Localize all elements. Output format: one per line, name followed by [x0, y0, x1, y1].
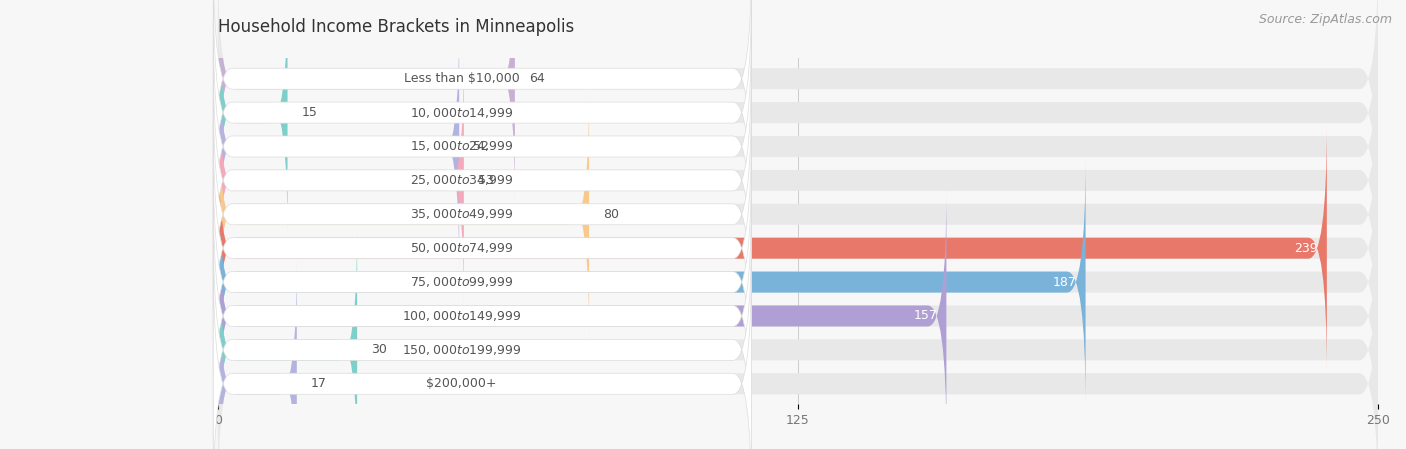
- FancyBboxPatch shape: [218, 225, 1378, 449]
- FancyBboxPatch shape: [218, 157, 1085, 407]
- Text: Less than $10,000: Less than $10,000: [404, 72, 519, 85]
- Text: Source: ZipAtlas.com: Source: ZipAtlas.com: [1258, 13, 1392, 26]
- FancyBboxPatch shape: [214, 191, 751, 441]
- FancyBboxPatch shape: [214, 123, 751, 373]
- FancyBboxPatch shape: [214, 225, 751, 449]
- Text: 15: 15: [301, 106, 318, 119]
- FancyBboxPatch shape: [214, 55, 751, 305]
- Text: 64: 64: [529, 72, 544, 85]
- FancyBboxPatch shape: [218, 0, 287, 238]
- FancyBboxPatch shape: [218, 157, 1378, 407]
- FancyBboxPatch shape: [218, 191, 946, 441]
- FancyBboxPatch shape: [218, 123, 1378, 373]
- Text: 187: 187: [1053, 276, 1077, 289]
- FancyBboxPatch shape: [218, 55, 464, 305]
- FancyBboxPatch shape: [214, 259, 751, 449]
- FancyBboxPatch shape: [218, 259, 297, 449]
- Text: $15,000 to $24,999: $15,000 to $24,999: [409, 140, 513, 154]
- FancyBboxPatch shape: [218, 225, 357, 449]
- FancyBboxPatch shape: [218, 22, 460, 272]
- Text: 239: 239: [1294, 242, 1317, 255]
- FancyBboxPatch shape: [214, 22, 751, 272]
- Text: $150,000 to $199,999: $150,000 to $199,999: [402, 343, 522, 357]
- FancyBboxPatch shape: [218, 123, 1327, 373]
- Text: $50,000 to $74,999: $50,000 to $74,999: [409, 241, 513, 255]
- Text: $200,000+: $200,000+: [426, 377, 496, 390]
- FancyBboxPatch shape: [214, 0, 751, 238]
- FancyBboxPatch shape: [218, 89, 1378, 339]
- Text: $25,000 to $34,999: $25,000 to $34,999: [409, 173, 513, 187]
- Text: $10,000 to $14,999: $10,000 to $14,999: [409, 106, 513, 119]
- Text: 52: 52: [472, 140, 489, 153]
- Text: $35,000 to $49,999: $35,000 to $49,999: [409, 207, 513, 221]
- Text: 80: 80: [603, 208, 619, 221]
- FancyBboxPatch shape: [218, 89, 589, 339]
- Text: 53: 53: [478, 174, 494, 187]
- FancyBboxPatch shape: [218, 259, 1378, 449]
- FancyBboxPatch shape: [218, 55, 1378, 305]
- FancyBboxPatch shape: [218, 22, 1378, 272]
- FancyBboxPatch shape: [214, 89, 751, 339]
- Text: Household Income Brackets in Minneapolis: Household Income Brackets in Minneapolis: [218, 18, 574, 36]
- FancyBboxPatch shape: [214, 0, 751, 204]
- FancyBboxPatch shape: [218, 0, 1378, 204]
- Text: $100,000 to $149,999: $100,000 to $149,999: [402, 309, 522, 323]
- Text: 30: 30: [371, 343, 387, 357]
- Text: 157: 157: [914, 309, 936, 322]
- FancyBboxPatch shape: [218, 0, 1378, 238]
- FancyBboxPatch shape: [218, 191, 1378, 441]
- FancyBboxPatch shape: [214, 157, 751, 407]
- FancyBboxPatch shape: [218, 0, 515, 204]
- Text: $75,000 to $99,999: $75,000 to $99,999: [409, 275, 513, 289]
- Text: 17: 17: [311, 377, 326, 390]
